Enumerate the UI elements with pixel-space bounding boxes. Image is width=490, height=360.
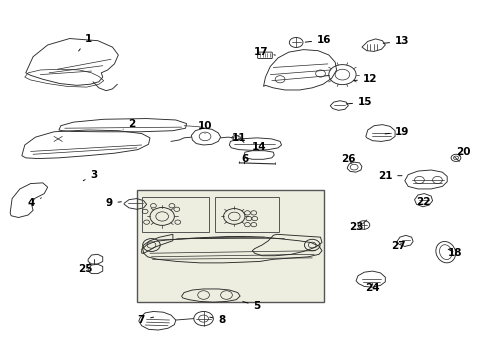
Text: 17: 17 [254, 47, 275, 57]
Text: 19: 19 [385, 127, 410, 137]
Text: 6: 6 [241, 154, 248, 164]
Text: 13: 13 [383, 36, 410, 46]
Text: 27: 27 [391, 241, 406, 251]
Text: 4: 4 [28, 198, 41, 208]
Text: 8: 8 [210, 315, 225, 325]
Text: 25: 25 [78, 264, 93, 274]
Text: 18: 18 [448, 248, 463, 258]
Text: 24: 24 [366, 283, 380, 293]
Text: 26: 26 [341, 154, 356, 164]
FancyBboxPatch shape [137, 190, 324, 302]
Text: 11: 11 [232, 133, 246, 143]
Text: 7: 7 [138, 315, 154, 325]
Text: 10: 10 [198, 121, 212, 134]
Text: 12: 12 [354, 74, 377, 84]
Text: 21: 21 [378, 171, 402, 181]
Text: 14: 14 [251, 142, 266, 152]
Text: 20: 20 [456, 147, 470, 157]
Text: 9: 9 [105, 198, 122, 208]
Text: 23: 23 [349, 222, 364, 232]
Text: 22: 22 [416, 197, 431, 207]
Text: 3: 3 [83, 170, 98, 181]
Text: 2: 2 [123, 118, 136, 129]
Text: 15: 15 [346, 97, 372, 107]
Text: 5: 5 [243, 301, 261, 311]
Text: 16: 16 [305, 35, 332, 45]
Text: 1: 1 [78, 34, 92, 51]
